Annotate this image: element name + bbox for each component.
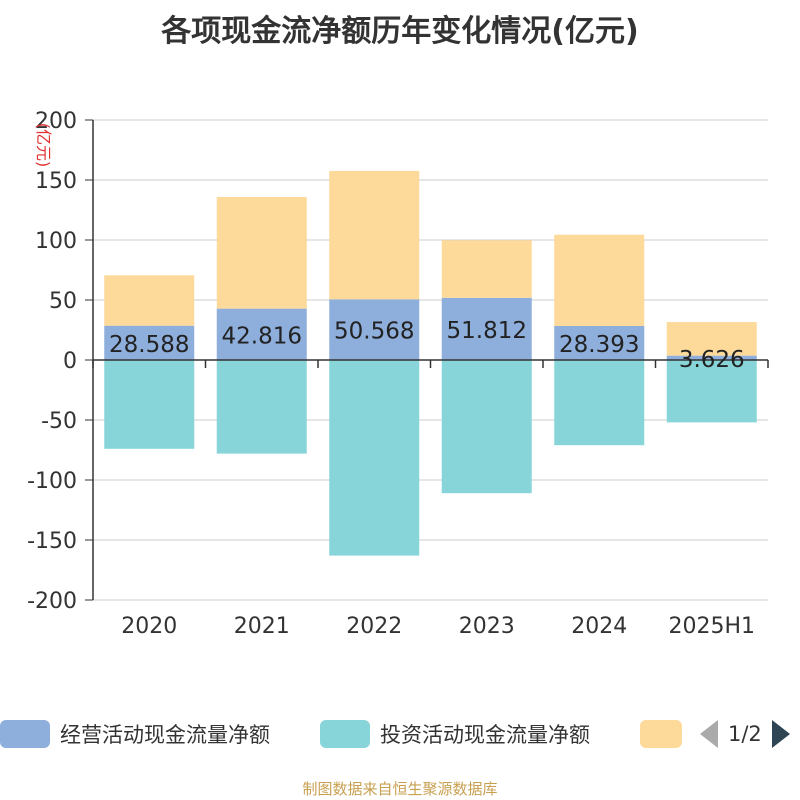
bar-operating <box>666 355 757 360</box>
bar-financing <box>441 240 532 298</box>
bar-operating <box>216 308 307 360</box>
bar-operating <box>441 297 532 360</box>
legend: 经营活动现金流量净额 投资活动现金流量净额 <box>0 716 800 752</box>
bar-financing <box>104 275 195 326</box>
pager-prev-icon[interactable] <box>700 720 718 748</box>
y-tick-label: 50 <box>49 289 77 314</box>
y-tick-label: -150 <box>27 529 77 554</box>
chart-canvas: 200 150 100 50 0 -50 -100 -150 -200 (亿元) 28.588 42.… <box>27 109 769 639</box>
bar-operating <box>104 325 195 360</box>
bar-value-label: 28.393 <box>559 332 639 358</box>
x-category-label: 2024 <box>571 614 627 639</box>
bar-value-label: 51.812 <box>447 318 527 344</box>
x-category-label: 2021 <box>234 614 290 639</box>
y-tick-label: 150 <box>35 169 77 194</box>
y-tick-label: -100 <box>27 469 77 494</box>
x-category-label: 2025H1 <box>668 614 755 639</box>
y-tick-label: -50 <box>41 409 77 434</box>
y-axis-unit-label: (亿元) <box>34 123 53 168</box>
pager-page-number: 1/2 <box>728 722 762 746</box>
chart-title: 各项现金流净额历年变化情况(亿元) <box>161 14 639 49</box>
bar-investing <box>104 360 195 449</box>
legend-swatch-operating <box>0 720 50 748</box>
bar-investing <box>216 360 307 454</box>
y-tick-label: 0 <box>63 349 77 374</box>
legend-swatch-financing <box>640 720 682 748</box>
bar-financing <box>666 322 757 356</box>
legend-item-operating[interactable]: 经营活动现金流量净额 <box>0 716 270 752</box>
bar-financing <box>216 197 307 309</box>
legend-item-financing[interactable] <box>640 716 692 752</box>
bar-value-label: 50.568 <box>334 319 414 345</box>
x-category-label: 2022 <box>346 614 402 639</box>
bar-operating <box>329 299 420 360</box>
bar-value-label: 3.626 <box>679 347 745 373</box>
bar-investing <box>666 360 757 423</box>
x-category-label: 2020 <box>121 614 177 639</box>
y-tick-label: 200 <box>35 109 77 134</box>
bar-investing <box>329 360 420 556</box>
y-tick-label: -200 <box>27 589 77 614</box>
legend-pager: 1/2 <box>700 716 800 752</box>
legend-item-investing[interactable]: 投资活动现金流量净额 <box>320 716 590 752</box>
bar-investing <box>441 360 532 494</box>
x-category-label: 2023 <box>459 614 515 639</box>
data-source-note: 制图数据来自恒生聚源数据库 <box>302 780 498 798</box>
bar-value-label: 28.588 <box>109 332 189 358</box>
y-tick-label: 100 <box>35 229 77 254</box>
legend-swatch-investing <box>320 720 370 748</box>
bar-operating <box>554 325 645 360</box>
bar-value-label: 42.816 <box>222 323 302 349</box>
bar-investing <box>554 360 645 446</box>
legend-label-operating: 经营活动现金流量净额 <box>60 723 270 747</box>
pager-next-icon[interactable] <box>771 720 790 748</box>
bar-financing <box>329 170 420 300</box>
legend-label-investing: 投资活动现金流量净额 <box>380 723 590 747</box>
bar-financing <box>554 234 645 326</box>
